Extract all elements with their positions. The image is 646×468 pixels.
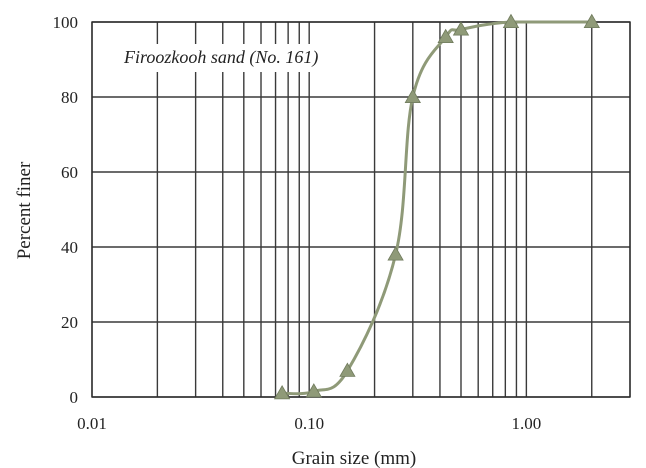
data-point-triangle <box>502 13 520 29</box>
annotation-group: Firoozkooh sand (No. 161) <box>118 44 368 72</box>
data-markers <box>273 13 600 400</box>
data-point-triangle <box>437 28 454 43</box>
x-axis-title: Grain size (mm) <box>292 448 417 468</box>
y-tick-label: 40 <box>61 238 78 257</box>
data-point-triangle <box>452 21 470 36</box>
y-tick-label: 60 <box>61 163 78 182</box>
y-tick-label: 20 <box>61 313 78 332</box>
gradation-curve <box>281 20 592 396</box>
y-axis-title: Percent finer <box>14 161 35 259</box>
data-point-triangle <box>273 384 291 400</box>
grid-lines <box>91 21 631 398</box>
y-tick-label: 80 <box>61 88 78 107</box>
annotation-label: Firoozkooh sand (No. 161) <box>123 47 318 68</box>
data-point-triangle <box>387 246 404 261</box>
y-tick-label: 0 <box>70 388 79 407</box>
data-point-triangle <box>404 88 421 103</box>
data-point-triangle <box>305 383 322 398</box>
plot-area <box>91 21 631 398</box>
data-point-triangle <box>583 13 600 29</box>
data-point-triangle <box>339 362 356 377</box>
x-tick-labels: 0.01 0.10 1.00 <box>77 414 541 433</box>
x-tick-label: 1.00 <box>512 414 542 433</box>
y-tick-label: 100 <box>53 13 79 32</box>
x-tick-label: 0.10 <box>294 414 324 433</box>
y-tick-labels: 0 20 40 60 80 100 <box>53 13 79 407</box>
annotation-background <box>118 44 368 72</box>
x-tick-label: 0.01 <box>77 414 107 433</box>
